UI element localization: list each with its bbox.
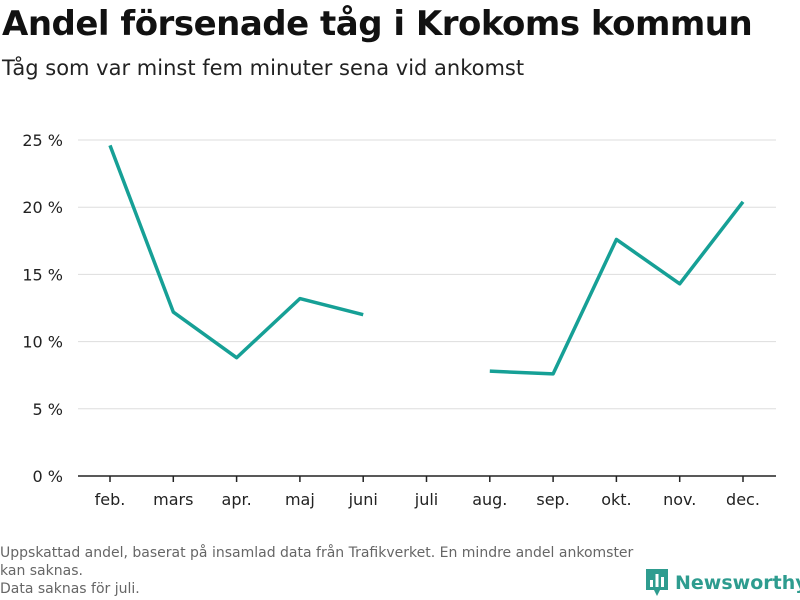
x-tick-label: nov.	[663, 490, 696, 509]
chart-title: Andel försenade tåg i Krokoms kommun	[2, 4, 753, 44]
y-tick-label: 20 %	[22, 198, 63, 217]
y-tick-label: 10 %	[22, 333, 63, 352]
x-tick-label: mars	[153, 490, 193, 509]
y-tick-label: 25 %	[22, 131, 63, 150]
x-tick-label: feb.	[95, 490, 126, 509]
y-tick-label: 5 %	[33, 400, 63, 419]
y-tick-label: 0 %	[33, 467, 63, 486]
series-line	[489, 200, 745, 376]
y-tick-label: 15 %	[22, 265, 63, 284]
x-tick-label: juli	[414, 490, 438, 509]
x-tick-label: sep.	[536, 490, 569, 509]
footnote: Uppskattad andel, baserat på insamlad da…	[0, 544, 640, 598]
x-tick-label: dec.	[726, 490, 760, 509]
x-tick-label: juni	[348, 490, 378, 509]
series-line	[108, 144, 364, 360]
x-tick-label: apr.	[222, 490, 252, 509]
x-tick-label: aug.	[472, 490, 507, 509]
bar-chart-logo-icon	[646, 569, 668, 596]
footnote-source: Uppskattad andel, baserat på insamlad da…	[0, 545, 634, 579]
brand-logo: Newsworthy	[645, 568, 800, 598]
brand-name: Newsworthy	[675, 572, 800, 594]
footnote-missing-data: Data saknas för juli.	[0, 581, 140, 597]
x-tick-label: okt.	[601, 490, 631, 509]
x-tick-label: maj	[285, 490, 315, 509]
chart-subtitle: Tåg som var minst fem minuter sena vid a…	[2, 56, 525, 80]
